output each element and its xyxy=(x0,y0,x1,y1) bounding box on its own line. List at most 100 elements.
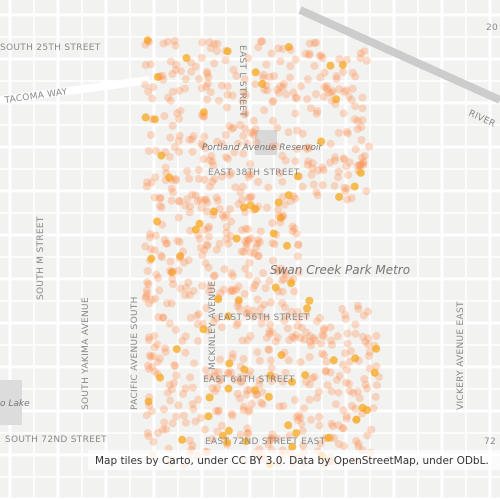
location-dot xyxy=(181,84,190,93)
location-dot xyxy=(188,400,197,408)
location-dot xyxy=(258,79,267,88)
location-dot xyxy=(236,430,245,439)
location-dot xyxy=(291,109,300,118)
location-dot xyxy=(167,268,176,277)
location-dot xyxy=(313,191,322,200)
location-dot xyxy=(203,241,212,250)
location-dot xyxy=(281,270,290,279)
location-dot xyxy=(214,407,223,416)
location-dot xyxy=(168,419,177,428)
location-dot xyxy=(249,284,258,292)
location-dot xyxy=(232,285,240,294)
location-dot xyxy=(313,107,322,115)
location-dot xyxy=(242,390,251,399)
location-dot xyxy=(281,156,290,165)
location-dot xyxy=(329,356,338,365)
location-dot xyxy=(244,235,253,244)
location-dot xyxy=(355,161,364,170)
location-dot xyxy=(214,196,222,205)
location-dot xyxy=(206,282,215,291)
location-dot xyxy=(142,292,151,301)
location-dot xyxy=(145,333,153,342)
location-dot xyxy=(267,356,276,365)
location-dot xyxy=(176,106,185,115)
location-dot xyxy=(358,116,367,125)
location-dot xyxy=(356,161,365,170)
location-dot xyxy=(334,128,343,137)
location-dot xyxy=(175,114,184,123)
location-dot xyxy=(295,411,303,420)
location-dot xyxy=(166,396,175,405)
location-dot xyxy=(216,289,225,297)
location-dot xyxy=(160,112,169,120)
location-dot xyxy=(205,287,214,296)
location-dot xyxy=(188,383,197,392)
location-dot xyxy=(144,397,153,406)
location-dot xyxy=(233,389,242,398)
location-dot xyxy=(195,235,204,243)
location-dot xyxy=(266,371,275,380)
location-dot xyxy=(153,429,162,437)
location-dot xyxy=(310,39,319,47)
location-dot xyxy=(269,116,277,125)
location-dot xyxy=(227,269,236,278)
location-dot xyxy=(270,72,278,80)
location-dot xyxy=(259,70,268,79)
location-dot xyxy=(319,166,328,175)
location-dot xyxy=(241,124,249,133)
location-dot xyxy=(267,377,276,386)
location-dot xyxy=(359,311,368,320)
location-dot xyxy=(188,190,197,199)
location-dot xyxy=(148,407,157,416)
location-dot xyxy=(183,167,192,176)
location-dot xyxy=(180,258,189,267)
lake xyxy=(0,380,22,425)
location-dot xyxy=(174,266,183,275)
location-dot xyxy=(198,281,207,290)
location-dot xyxy=(286,46,295,54)
location-dot xyxy=(179,389,188,398)
location-dot xyxy=(194,337,203,345)
location-dot xyxy=(142,182,151,191)
location-dot xyxy=(174,213,183,222)
location-dot xyxy=(313,166,322,175)
location-dot xyxy=(167,57,175,66)
location-dot xyxy=(275,88,283,97)
location-dot xyxy=(200,132,209,141)
location-dot xyxy=(269,96,278,105)
location-dot xyxy=(341,310,350,319)
location-dot xyxy=(304,157,313,166)
location-dot xyxy=(257,37,265,46)
location-dot xyxy=(321,367,330,376)
location-dot xyxy=(162,239,171,248)
location-dot xyxy=(143,36,152,45)
location-dot xyxy=(153,73,162,81)
location-dot xyxy=(144,37,153,46)
location-dot xyxy=(260,106,269,115)
location-dot xyxy=(229,287,238,295)
location-dot xyxy=(358,159,367,168)
location-dot xyxy=(360,152,369,161)
location-dot xyxy=(361,380,370,389)
location-dot xyxy=(223,103,231,112)
location-dot xyxy=(267,142,276,151)
location-dot xyxy=(165,152,174,161)
location-dot xyxy=(274,205,283,214)
location-dot xyxy=(215,205,224,213)
location-dot xyxy=(354,439,363,448)
location-dot xyxy=(159,425,167,434)
location-dot xyxy=(226,205,234,214)
location-dot xyxy=(157,151,166,160)
location-dot xyxy=(228,411,237,420)
location-dot xyxy=(284,356,293,365)
location-dot xyxy=(347,194,356,203)
location-dot xyxy=(283,241,291,250)
location-dot xyxy=(239,131,248,140)
location-dot xyxy=(351,354,360,363)
location-dot xyxy=(240,365,249,374)
location-dot xyxy=(354,356,363,365)
location-dot xyxy=(197,139,206,148)
location-dot xyxy=(357,123,366,131)
street-label: SOUTH M STREET xyxy=(36,216,46,300)
location-dot xyxy=(156,373,164,382)
